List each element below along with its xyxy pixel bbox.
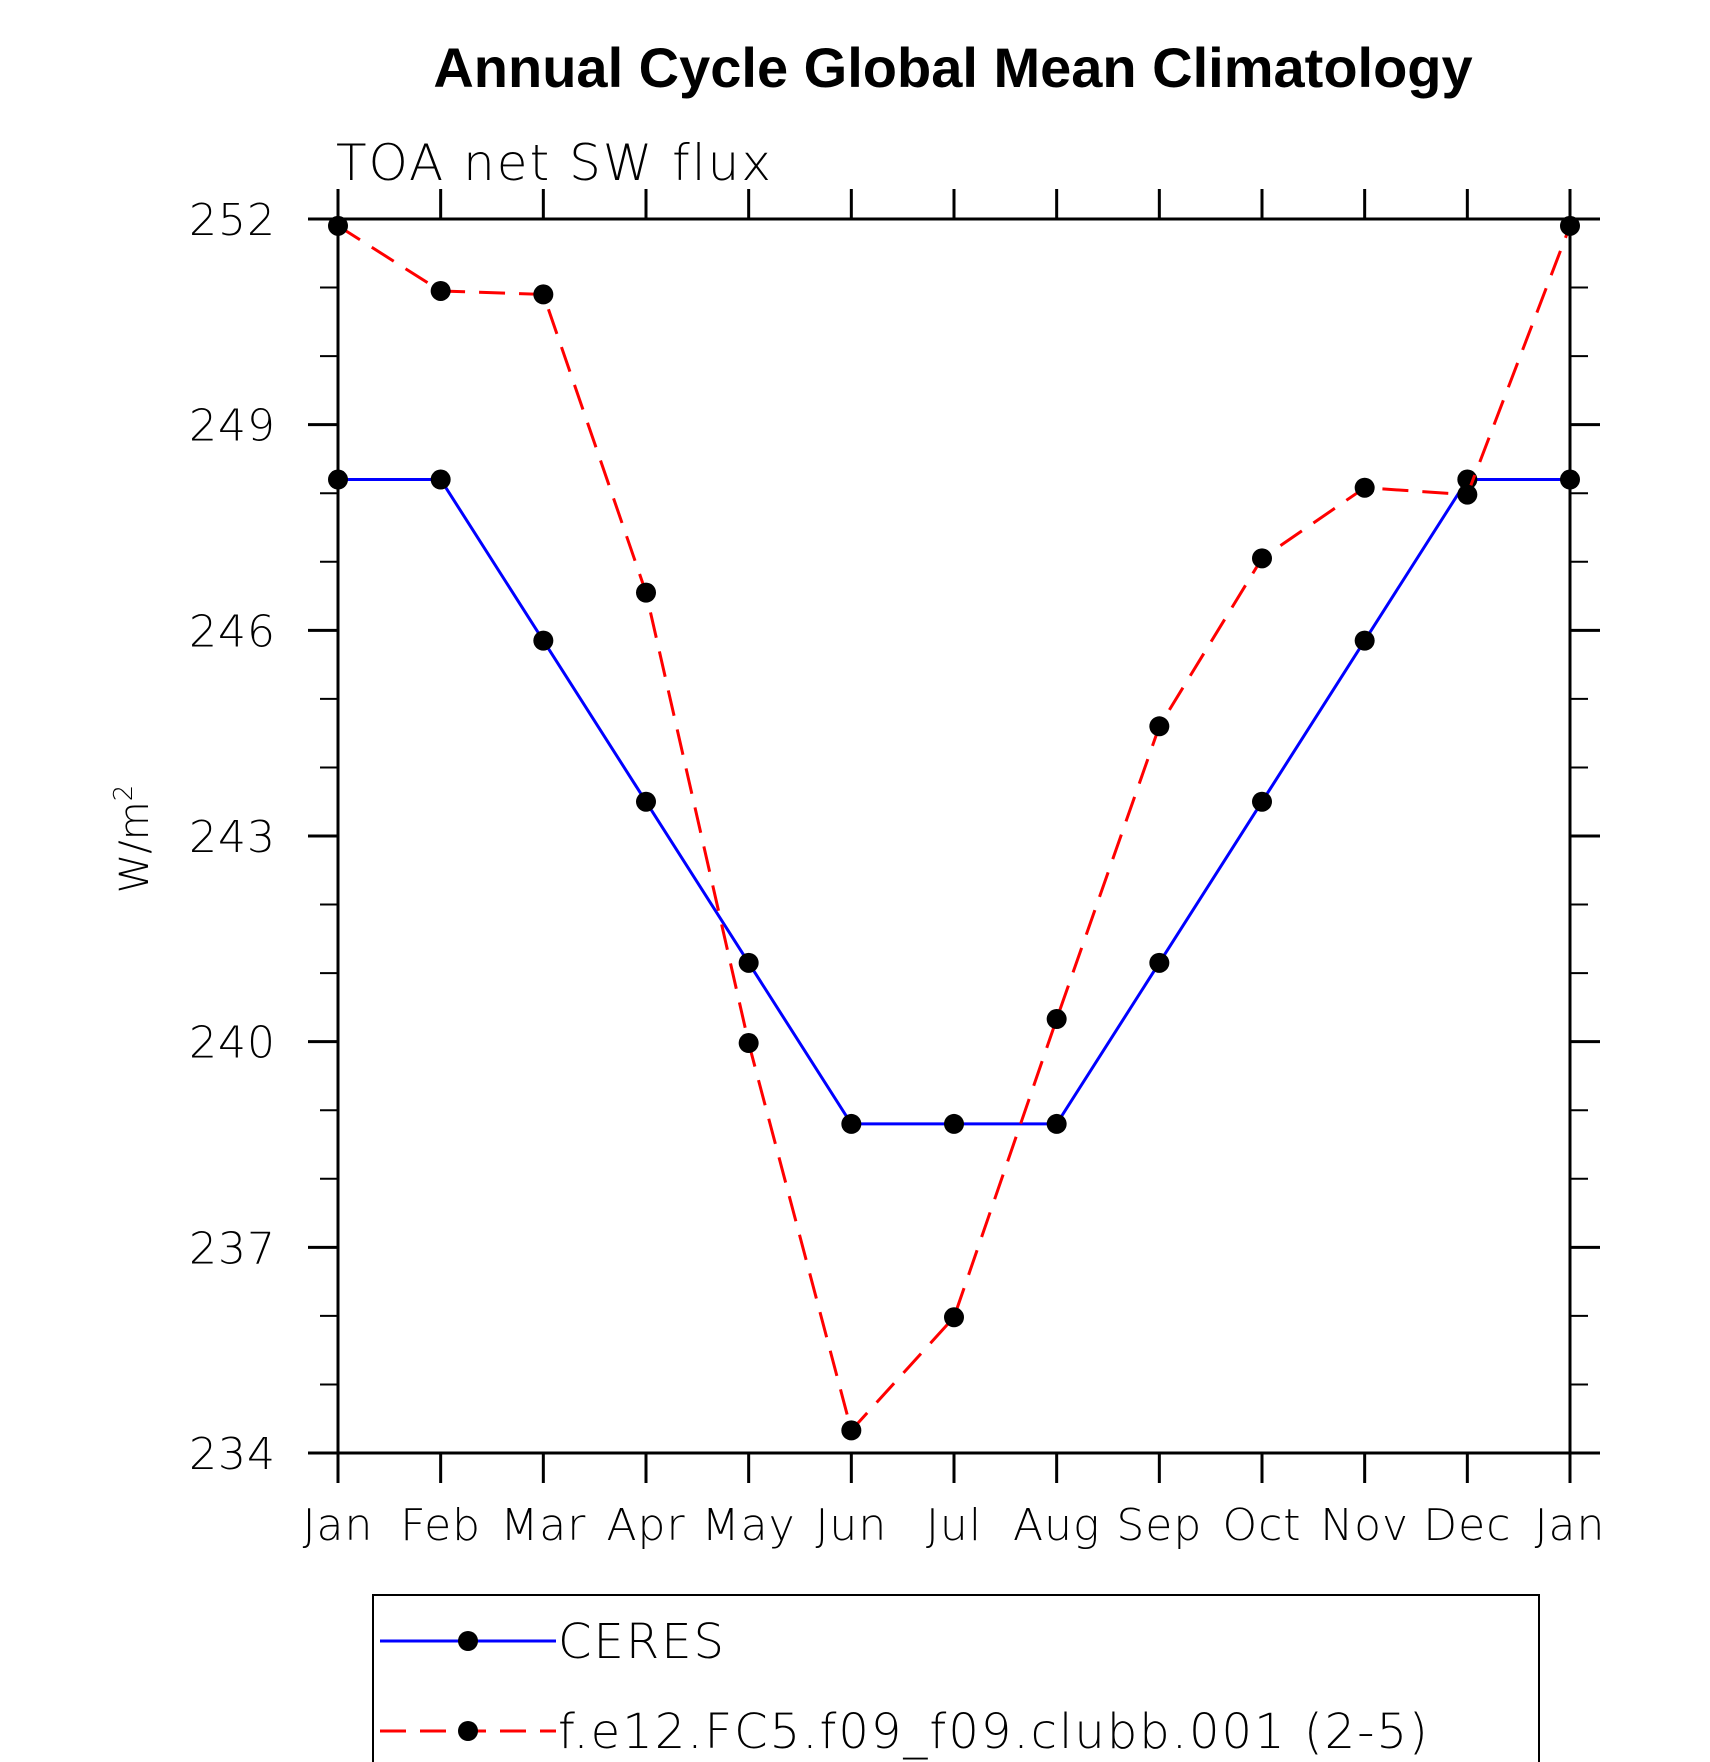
x-tick-label: Feb <box>400 1500 481 1551</box>
x-tick-label: Mar <box>500 1500 586 1551</box>
legend-marker-2 <box>458 1721 478 1741</box>
series-line-2 <box>337 224 1572 1434</box>
series-2-point <box>1149 716 1170 737</box>
series-2-point <box>944 1307 964 1328</box>
x-tick-label: Dec <box>1423 1500 1511 1551</box>
y-tick-label: 246 <box>189 606 276 657</box>
x-tick-label: Oct <box>1222 1500 1301 1551</box>
series-2-point <box>1457 484 1478 505</box>
legend-marker-1 <box>458 1631 478 1651</box>
legend-label-2: f.e12.FC5.f09_f09.clubb.001 (2-5) <box>558 1704 1430 1760</box>
x-tick-label: Aug <box>1013 1500 1100 1551</box>
axis-ticks <box>308 189 1600 1483</box>
y-tick-label: 249 <box>189 401 276 452</box>
series-2-point <box>1046 1009 1067 1030</box>
series-1-point <box>430 469 451 490</box>
y-tick-label: 243 <box>189 812 276 863</box>
x-tick-label: Sep <box>1116 1500 1202 1551</box>
x-tick-label: Nov <box>1320 1500 1409 1551</box>
series-2-point <box>738 1033 759 1054</box>
series-2-point <box>430 280 451 301</box>
series-1-point <box>533 630 554 651</box>
x-tick-label: Apr <box>606 1500 685 1551</box>
x-tick-label: Jul <box>926 1500 982 1551</box>
y-tick-label: 234 <box>189 1429 276 1480</box>
chart-title: Annual Cycle Global Mean Climatology <box>433 36 1472 99</box>
y-tick-label: 252 <box>189 195 276 246</box>
series-line-1 <box>338 478 1570 1126</box>
series-layer <box>328 215 1580 1441</box>
x-tick-label: Jan <box>303 1500 374 1551</box>
series-2-point <box>1354 477 1375 498</box>
plot-frame <box>336 217 1572 1455</box>
y-axis-label-superscript: 2 <box>109 785 139 802</box>
series-2-point <box>841 1420 862 1441</box>
series-1-point <box>944 1113 964 1134</box>
x-tick-label: May <box>702 1500 796 1551</box>
x-tick-label: Jan <box>1535 1500 1606 1551</box>
y-axis-label: W/m2 <box>109 785 158 894</box>
series-1-point <box>1046 1113 1067 1134</box>
series-2-point <box>636 582 656 603</box>
y-tick-label: 240 <box>189 1018 276 1069</box>
legend-items: CERES f.e12.FC5.f09_f09.clubb.001 (2-5) <box>380 1614 1430 1760</box>
legend: CERES f.e12.FC5.f09_f09.clubb.001 (2-5) <box>372 1594 1540 1762</box>
series-1-point <box>1252 791 1272 812</box>
series-1-point <box>1149 952 1170 973</box>
y-tick-label: 237 <box>189 1223 276 1274</box>
series-2-point <box>1252 548 1272 569</box>
legend-label-1: CERES <box>558 1614 726 1670</box>
series-1-point <box>738 952 759 973</box>
x-tick-label: Jun <box>815 1500 887 1551</box>
series-2-point <box>533 284 554 305</box>
legend-box <box>372 1594 1540 1762</box>
series-1-point <box>636 791 656 812</box>
chart-subtitle: TOA net SW flux <box>336 134 773 192</box>
tick-labels: Jan Feb Mar Apr May Jun Jul Aug Sep Oct Nov Dec Jan 2… <box>189 195 1606 1551</box>
series-1-point <box>1354 630 1375 651</box>
y-axis-label-text: W/m <box>112 801 158 893</box>
series-1-point <box>841 1113 862 1134</box>
